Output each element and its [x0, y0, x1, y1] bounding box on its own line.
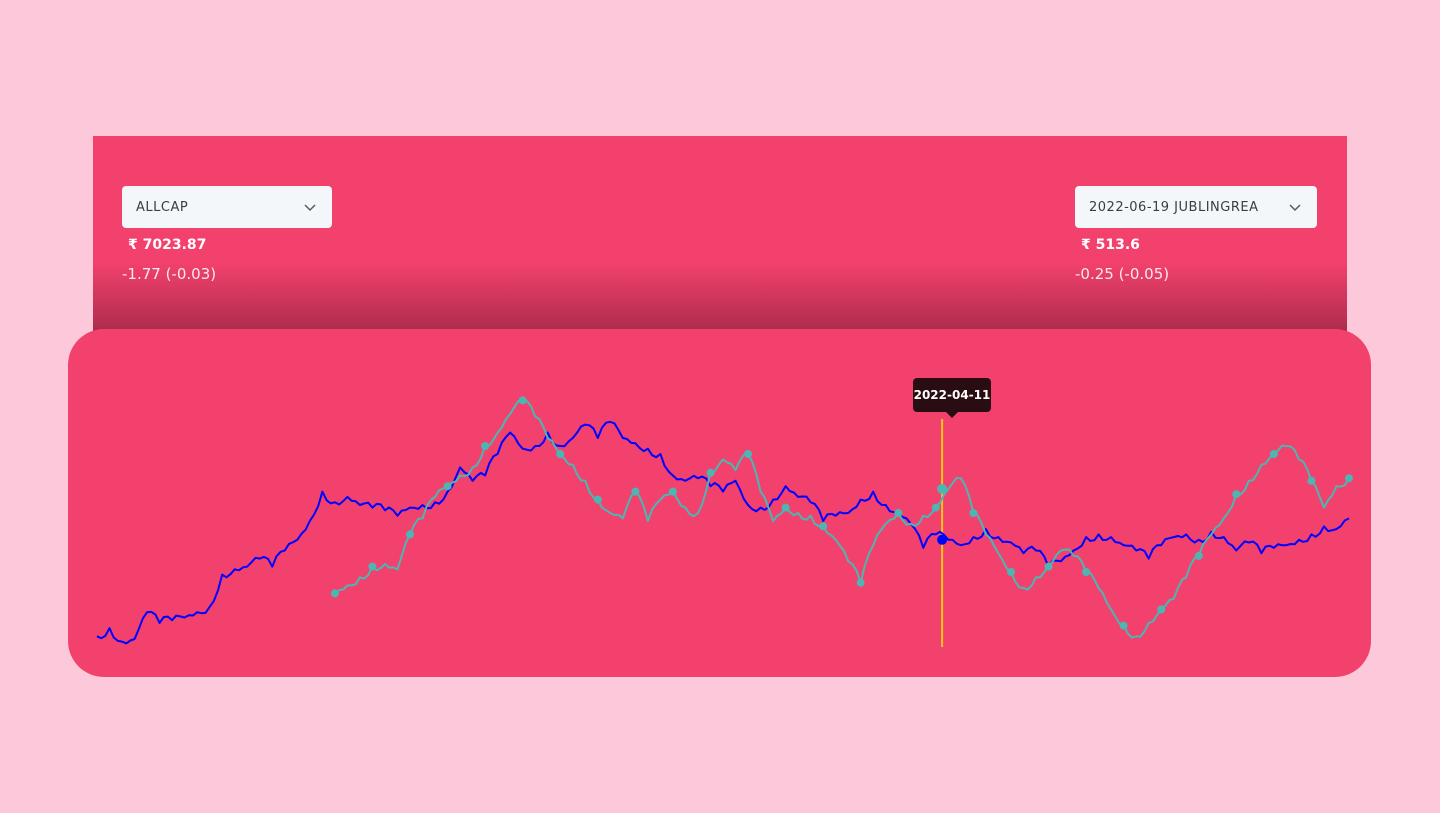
series-2-point[interactable]: [1345, 474, 1353, 483]
header-panel: [93, 136, 1347, 336]
series-2-point[interactable]: [556, 450, 565, 458]
stock-price: ₹ 513.6: [1081, 237, 1140, 253]
series-2-point[interactable]: [1082, 568, 1091, 576]
series-2-point[interactable]: [856, 578, 865, 587]
index-change: -1.77 (-0.03): [122, 265, 217, 283]
chevron-down-icon: [302, 199, 318, 215]
chart-card[interactable]: [68, 329, 1371, 677]
series-2-point[interactable]: [668, 487, 677, 496]
series-2-point[interactable]: [1044, 562, 1053, 571]
series-2-point[interactable]: [593, 495, 602, 504]
series-2-point[interactable]: [481, 442, 490, 450]
hover-point-series-1: [937, 534, 948, 545]
series-2-point[interactable]: [1269, 450, 1278, 458]
series-2-point[interactable]: [443, 482, 452, 491]
series-line-2[interactable]: [334, 399, 1350, 639]
stock-select-value: 2022-06-19 JUBLINGREA: [1089, 199, 1259, 215]
series-2-point[interactable]: [1157, 605, 1166, 614]
series-2-point[interactable]: [631, 487, 640, 496]
series-2-point[interactable]: [819, 522, 828, 531]
series-2-point[interactable]: [781, 503, 790, 512]
stock-select[interactable]: 2022-06-19 JUBLINGREA: [1075, 186, 1317, 228]
hover-tooltip: 2022-04-11: [913, 378, 991, 418]
index-select-value: ALLCAP: [136, 199, 189, 215]
series-line-1[interactable]: [96, 420, 1350, 645]
series-2-point[interactable]: [744, 450, 752, 458]
comparison-line-chart[interactable]: [68, 329, 1371, 677]
series-2-point[interactable]: [969, 509, 978, 517]
tooltip-date: 2022-04-11: [913, 388, 991, 402]
series-2-point[interactable]: [931, 503, 940, 512]
index-select[interactable]: ALLCAP: [122, 186, 332, 228]
series-2-point[interactable]: [706, 468, 715, 477]
series-2-point[interactable]: [1194, 551, 1203, 560]
series-2-point[interactable]: [1007, 568, 1015, 576]
series-2-point[interactable]: [1119, 621, 1128, 630]
chevron-down-icon: [1287, 199, 1303, 215]
series-2-point[interactable]: [1307, 476, 1316, 485]
series-2-point[interactable]: [894, 509, 903, 517]
series-2-point[interactable]: [1232, 490, 1241, 499]
series-2-point[interactable]: [368, 562, 377, 571]
series-2-point[interactable]: [330, 589, 339, 598]
hover-point-series-2: [937, 483, 948, 494]
series-2-point[interactable]: [406, 530, 414, 539]
series-2-point[interactable]: [518, 396, 527, 405]
index-price: ₹ 7023.87: [128, 237, 207, 253]
stock-change: -0.25 (-0.05): [1075, 265, 1170, 283]
